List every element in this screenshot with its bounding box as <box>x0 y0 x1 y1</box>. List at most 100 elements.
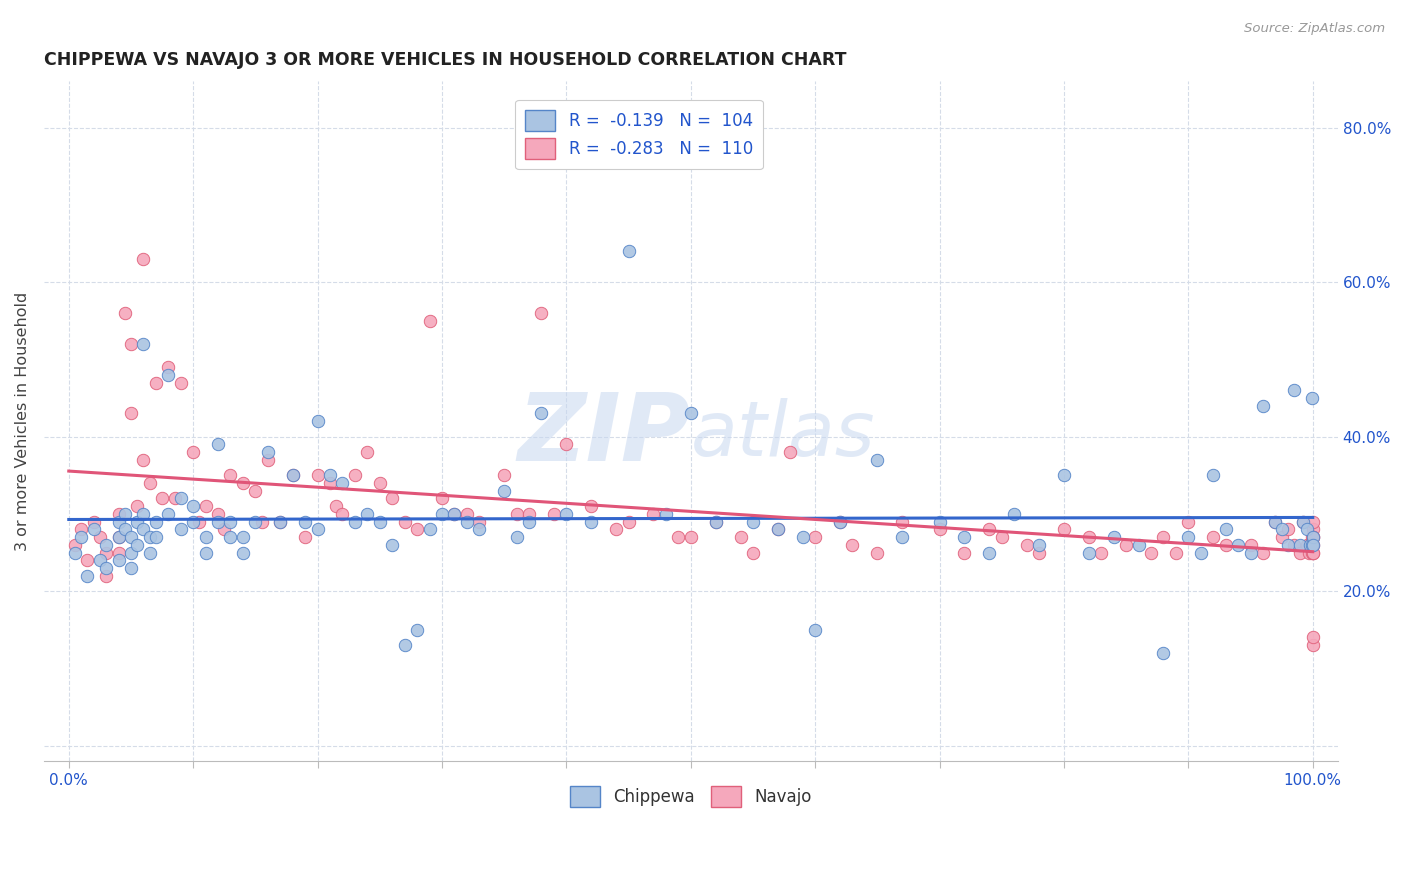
Point <box>138 545 160 559</box>
Point <box>517 507 540 521</box>
Y-axis label: 3 or more Vehicles in Household: 3 or more Vehicles in Household <box>15 292 30 551</box>
Point <box>356 507 378 521</box>
Point <box>194 499 217 513</box>
Legend: Chippewa, Navajo: Chippewa, Navajo <box>562 780 818 814</box>
Point <box>245 483 267 498</box>
Point <box>294 515 316 529</box>
Point <box>343 515 366 529</box>
Point <box>114 306 136 320</box>
Point <box>1299 538 1322 552</box>
Point <box>70 530 93 544</box>
Point <box>1053 468 1076 483</box>
Point <box>1302 530 1324 544</box>
Point <box>94 545 117 559</box>
Point <box>1302 631 1324 645</box>
Point <box>94 561 117 575</box>
Point <box>655 507 678 521</box>
Text: ZIP: ZIP <box>517 389 690 481</box>
Point <box>107 530 129 544</box>
Point <box>132 507 155 521</box>
Point <box>307 522 329 536</box>
Point <box>394 638 416 652</box>
Point <box>679 530 702 544</box>
Point <box>114 507 136 521</box>
Point <box>1292 515 1315 529</box>
Point <box>256 453 278 467</box>
Point <box>269 515 291 529</box>
Point <box>1164 545 1187 559</box>
Point <box>443 507 465 521</box>
Point <box>63 538 86 552</box>
Point <box>76 553 98 567</box>
Point <box>730 530 752 544</box>
Point <box>120 545 142 559</box>
Point <box>170 522 193 536</box>
Point <box>1301 391 1323 405</box>
Point <box>1215 538 1237 552</box>
Point <box>219 530 242 544</box>
Point <box>1302 545 1324 559</box>
Point <box>766 522 789 536</box>
Text: CHIPPEWA VS NAVAJO 3 OR MORE VEHICLES IN HOUSEHOLD CORRELATION CHART: CHIPPEWA VS NAVAJO 3 OR MORE VEHICLES IN… <box>44 51 846 69</box>
Point <box>157 360 180 375</box>
Point <box>368 515 391 529</box>
Point <box>1302 638 1324 652</box>
Point <box>343 468 366 483</box>
Point <box>181 515 204 529</box>
Point <box>194 530 217 544</box>
Point <box>555 507 578 521</box>
Point <box>1028 545 1050 559</box>
Point <box>1302 545 1324 559</box>
Point <box>89 530 111 544</box>
Point <box>1277 522 1299 536</box>
Point <box>120 530 142 544</box>
Point <box>138 475 160 490</box>
Point <box>157 368 180 382</box>
Point <box>170 376 193 390</box>
Point <box>70 522 93 536</box>
Point <box>163 491 186 506</box>
Point <box>679 407 702 421</box>
Point <box>269 515 291 529</box>
Point <box>505 507 527 521</box>
Point <box>107 553 129 567</box>
Point <box>891 515 914 529</box>
Point <box>804 623 827 637</box>
Point <box>381 491 404 506</box>
Point <box>1028 538 1050 552</box>
Point <box>281 468 304 483</box>
Point <box>232 545 254 559</box>
Point <box>1264 515 1286 529</box>
Point <box>828 515 851 529</box>
Point <box>1295 538 1317 552</box>
Text: atlas: atlas <box>690 398 876 472</box>
Point <box>120 561 142 575</box>
Point <box>107 507 129 521</box>
Point <box>325 499 347 513</box>
Point <box>1302 530 1324 544</box>
Point <box>132 252 155 266</box>
Point <box>1277 538 1299 552</box>
Point <box>319 475 342 490</box>
Point <box>1002 507 1025 521</box>
Point <box>1202 530 1225 544</box>
Point <box>1239 538 1261 552</box>
Point <box>543 507 565 521</box>
Point <box>1271 530 1294 544</box>
Point <box>1301 538 1323 552</box>
Point <box>1302 538 1324 552</box>
Point <box>1282 538 1305 552</box>
Point <box>430 491 453 506</box>
Point <box>120 337 142 351</box>
Point <box>742 515 765 529</box>
Point <box>1090 545 1112 559</box>
Point <box>232 530 254 544</box>
Point <box>107 515 129 529</box>
Point <box>157 507 180 521</box>
Point <box>181 445 204 459</box>
Point <box>319 468 342 483</box>
Point <box>704 515 727 529</box>
Point <box>1302 538 1324 552</box>
Point <box>281 468 304 483</box>
Point <box>456 507 478 521</box>
